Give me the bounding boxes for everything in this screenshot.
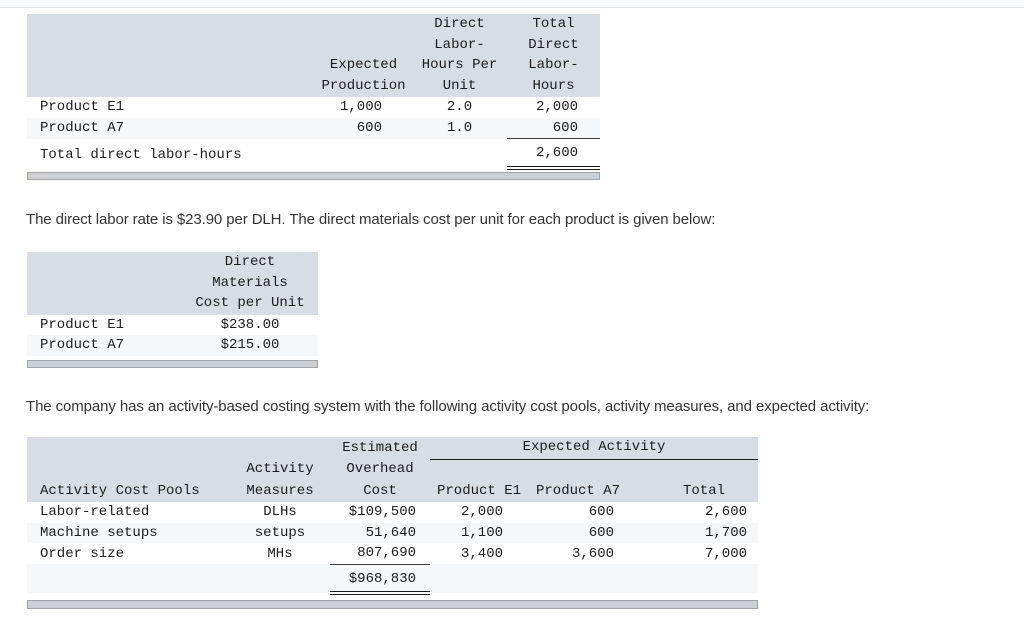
total-row: $968,830 — [27, 564, 758, 595]
estimated-header: Estimated — [330, 437, 430, 459]
empty-cell — [628, 564, 758, 593]
empty-header-cell — [27, 437, 230, 459]
total-hours-header: Total Direct Labor- Hours — [507, 14, 600, 97]
direct-labor-hours-table: Expected Production Direct Labor- Hours … — [27, 14, 600, 170]
table-row: Product A7 600 1.0 600 — [27, 117, 600, 139]
total-dlh-value: 2,600 — [507, 138, 600, 170]
e1-activity-value: 2,000 — [460, 504, 503, 520]
empty-cell — [528, 564, 628, 593]
overhead-cost-value: 807,690 — [330, 543, 430, 565]
a7-activity-value: 600 — [588, 524, 614, 541]
product-e1-header: Product E1 — [430, 480, 528, 502]
total-hours-value: 600 — [507, 117, 600, 139]
materials-cost-value: $238.00 — [220, 316, 280, 333]
activity-cost-pools-table: Estimated Expected Activity Activity Ove… — [27, 437, 758, 595]
product-label: Product A7 — [40, 337, 125, 353]
product-label: Product E1 — [40, 316, 125, 333]
empty-header-cell — [27, 459, 230, 481]
overhead-cost-value: 51,640 — [365, 524, 416, 541]
product-a7-header: Product A7 — [528, 480, 628, 502]
horizontal-scrollbar[interactable] — [27, 600, 758, 609]
empty-cell — [315, 139, 412, 168]
materials-header-row: Direct Materials Cost per Unit — [27, 252, 318, 315]
table-row: Product E1 1,000 2.0 2,000 — [27, 97, 600, 118]
product-label: Product E1 — [40, 99, 125, 115]
table-row: Labor-related DLHs $109,500 2,000 600 2,… — [27, 502, 758, 523]
labor-hours-header-row: Expected Production Direct Labor- Hours … — [27, 14, 600, 97]
table-row: Order size MHs 807,690 3,400 3,600 7,000 — [27, 543, 758, 565]
table-row: Product E1 $238.00 — [27, 315, 318, 336]
empty-header-cell — [27, 252, 182, 315]
empty-cell — [430, 564, 528, 593]
hours-per-unit-header: Direct Labor- Hours Per Unit — [412, 14, 507, 97]
pool-label: Labor-related — [40, 504, 150, 520]
measure-value: DLHs — [263, 504, 297, 520]
abc-header-row-3: Activity Cost Pools Measures Cost Produc… — [27, 480, 758, 502]
empty-header-cell — [430, 459, 758, 481]
measure-value: setups — [254, 524, 306, 541]
abc-header-row-1: Estimated Expected Activity — [27, 437, 758, 460]
horizontal-scrollbar[interactable] — [27, 360, 318, 368]
total-hours-value: 2,000 — [535, 99, 578, 115]
activity-header: Activity — [230, 459, 330, 481]
pool-label: Order size — [40, 545, 125, 562]
activity-cost-pools-header: Activity Cost Pools — [27, 480, 230, 502]
pool-label: Machine setups — [40, 524, 158, 541]
e1-activity-value: 1,100 — [460, 524, 503, 541]
labor-rate-text: The direct labor rate is $23.90 per DLH.… — [26, 211, 716, 228]
abc-header-row-2: Activity Overhead — [27, 459, 758, 481]
cost-per-unit-header: Direct Materials Cost per Unit — [182, 252, 318, 315]
measure-value: MHs — [267, 545, 293, 562]
empty-cell — [230, 564, 330, 593]
empty-cell — [412, 139, 507, 168]
overhead-cost-value: $109,500 — [348, 504, 416, 520]
empty-header-cell — [27, 14, 315, 97]
hours-per-unit-value: 2.0 — [446, 99, 473, 115]
expected-production-header: Expected Production — [315, 14, 412, 97]
measures-header: Measures — [230, 480, 330, 502]
materials-cost-value: $215.00 — [220, 337, 280, 353]
total-overhead-value: $968,830 — [330, 564, 430, 595]
total-label: Total direct labor-hours — [40, 147, 242, 163]
table-row: Machine setups setups 51,640 1,100 600 1… — [27, 522, 758, 543]
total-activity-value: 7,000 — [704, 545, 747, 562]
empty-cell — [27, 564, 230, 593]
total-activity-value: 1,700 — [704, 524, 747, 541]
table-row: Product A7 $215.00 — [27, 335, 318, 356]
total-activity-value: 2,600 — [704, 504, 747, 520]
cost-header: Cost — [330, 480, 430, 502]
expected-production-value: 600 — [356, 120, 382, 136]
direct-materials-table: Direct Materials Cost per Unit Product E… — [27, 252, 318, 356]
expected-production-value: 1,000 — [339, 99, 382, 115]
a7-activity-value: 3,600 — [571, 545, 614, 562]
abc-intro-text: The company has an activity-based costin… — [26, 398, 870, 415]
horizontal-scrollbar[interactable] — [27, 172, 600, 180]
overhead-header: Overhead — [330, 459, 430, 481]
empty-header-cell — [230, 437, 330, 459]
a7-activity-value: 600 — [588, 504, 614, 520]
total-row: Total direct labor-hours 2,600 — [27, 138, 600, 170]
expected-activity-header: Expected Activity — [430, 437, 758, 460]
total-header: Total — [628, 480, 758, 502]
product-label: Product A7 — [40, 120, 125, 136]
e1-activity-value: 3,400 — [460, 545, 503, 562]
page-top-divider — [0, 0, 1024, 8]
hours-per-unit-value: 1.0 — [446, 120, 473, 136]
